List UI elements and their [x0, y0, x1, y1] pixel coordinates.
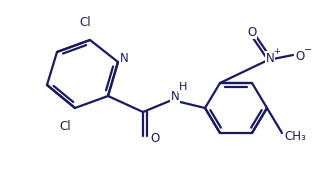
- Text: Cl: Cl: [79, 16, 91, 28]
- Text: N: N: [170, 89, 179, 103]
- Text: +: +: [274, 46, 280, 55]
- Text: O: O: [150, 132, 160, 145]
- Text: O: O: [247, 26, 257, 39]
- Text: H: H: [179, 82, 187, 92]
- Text: Cl: Cl: [59, 119, 71, 132]
- Text: N: N: [266, 51, 274, 65]
- Text: −: −: [304, 45, 312, 55]
- Text: N: N: [120, 51, 128, 65]
- Text: CH₃: CH₃: [284, 129, 306, 142]
- Text: O: O: [295, 50, 304, 63]
